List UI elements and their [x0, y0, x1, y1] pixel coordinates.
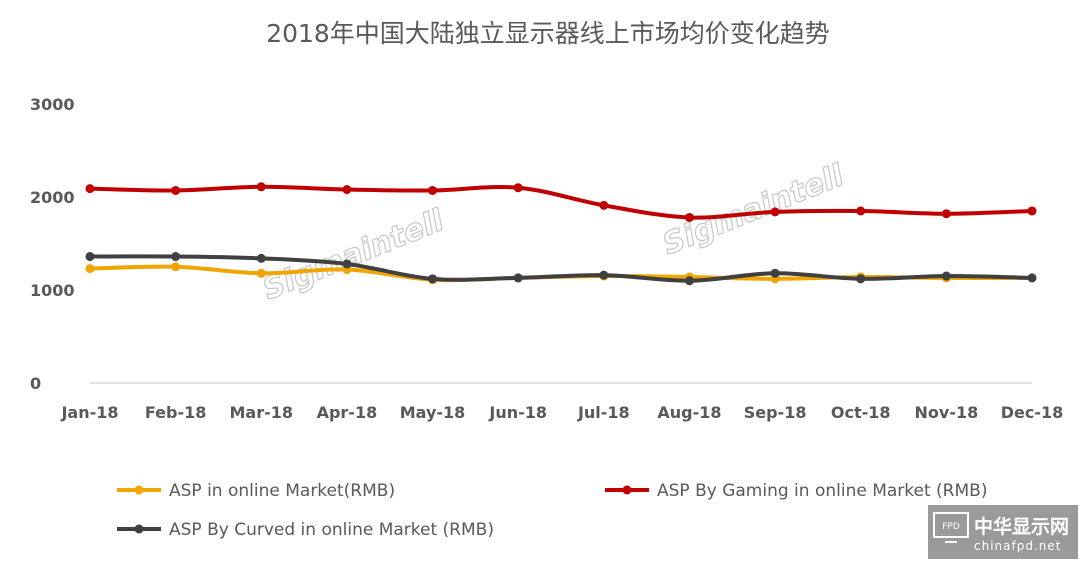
legend-label: ASP By Gaming in online Market (RMB): [657, 481, 987, 501]
legend: ASP in online Market(RMB) ASP By Gaming i…: [117, 481, 987, 540]
data-point: [941, 209, 951, 219]
data-point: [684, 276, 694, 286]
x-tick-label: Sep-18: [744, 403, 807, 422]
data-point: [513, 183, 523, 193]
x-tick-label: Aug-18: [657, 403, 721, 422]
watermark-text: Sigmaintell: [258, 203, 450, 308]
data-point: [85, 264, 95, 274]
logo-screen-icon: [933, 512, 969, 538]
chart-title: 2018年中国大陆独立显示器线上市场均价变化趋势: [266, 19, 830, 48]
y-tick-label: 2000: [30, 188, 75, 207]
data-point: [1027, 206, 1037, 216]
logo-badge: FPD: [942, 522, 960, 532]
data-point: [513, 273, 523, 283]
data-point: [856, 206, 866, 216]
data-point: [770, 207, 780, 217]
x-tick-label: Nov-18: [915, 403, 979, 422]
x-tick-label: Oct-18: [831, 403, 891, 422]
data-point: [856, 274, 866, 284]
x-tick-label: Dec-18: [1001, 403, 1064, 422]
data-point: [171, 252, 181, 262]
data-point: [1027, 273, 1037, 283]
legend-label: ASP By Curved in online Market (RMB): [169, 520, 494, 540]
x-tick-label: Mar-18: [230, 403, 294, 422]
data-point: [256, 253, 266, 263]
data-point: [256, 268, 266, 278]
x-tick-label: Jul-18: [577, 403, 630, 422]
data-point: [342, 259, 352, 269]
watermark-group: Sigmaintell Sigmaintell: [257, 157, 850, 308]
logo-url: chinafpd.net: [974, 539, 1061, 553]
y-tick-label: 0: [30, 374, 41, 393]
data-point: [428, 185, 438, 195]
data-point: [256, 182, 266, 192]
series-line-3: [88, 254, 1034, 283]
data-point: [599, 270, 609, 280]
data-point: [684, 212, 694, 222]
data-point: [171, 262, 181, 272]
data-point: [342, 185, 352, 195]
data-point: [171, 185, 181, 195]
data-point: [770, 268, 780, 278]
x-tick-label: Jun-18: [488, 403, 547, 422]
data-point: [428, 274, 438, 284]
legend-label: ASP in online Market(RMB): [169, 481, 395, 501]
data-point: [941, 271, 951, 281]
y-tick-label: 3000: [30, 95, 75, 114]
series-layer: [85, 182, 1037, 286]
x-tick-label: May-18: [400, 403, 466, 422]
x-tick-label: Feb-18: [145, 403, 207, 422]
x-tick-label: Jan-18: [60, 403, 118, 422]
data-point: [85, 252, 95, 262]
data-point: [599, 200, 609, 210]
y-tick-label: 1000: [30, 281, 75, 300]
legend-swatch-marker: [134, 485, 144, 495]
series-line-2: [88, 184, 1034, 220]
legend-swatch-marker: [622, 485, 632, 495]
x-axis-ticks: Jan-18 Feb-18 Mar-18 Apr-18 May-18 Jun-18 Jul-…: [60, 403, 1063, 422]
site-logo: FPD 中华显示网 chinafpd.net: [928, 505, 1078, 559]
data-point: [85, 184, 95, 194]
logo-name: 中华显示网: [974, 515, 1069, 538]
x-tick-label: Apr-18: [317, 403, 378, 422]
legend-swatch-marker: [134, 524, 144, 534]
y-axis-ticks: 0 1000 2000 3000: [30, 95, 75, 393]
